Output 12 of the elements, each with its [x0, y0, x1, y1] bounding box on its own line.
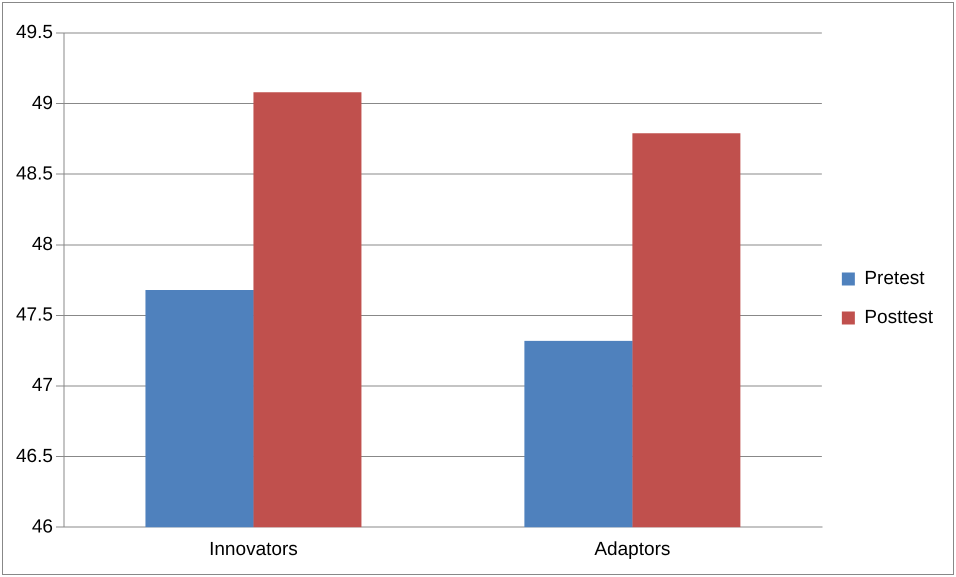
legend-label: Posttest — [864, 307, 934, 328]
x-tick-label: Innovators — [209, 538, 298, 560]
y-tick-label: 46.5 — [16, 446, 53, 467]
y-tick-label: 47.5 — [16, 304, 53, 326]
y-tick-label: 47 — [32, 375, 53, 396]
x-tick-label: Adaptors — [594, 538, 670, 560]
y-tick-label: 49.5 — [16, 22, 53, 44]
y-tick-label: 48.5 — [16, 163, 53, 184]
y-tick-label: 48 — [32, 234, 53, 256]
legend-label: Pretest — [864, 268, 926, 290]
y-tick-label: 49 — [32, 92, 53, 114]
y-tick-label: 46 — [32, 516, 53, 538]
